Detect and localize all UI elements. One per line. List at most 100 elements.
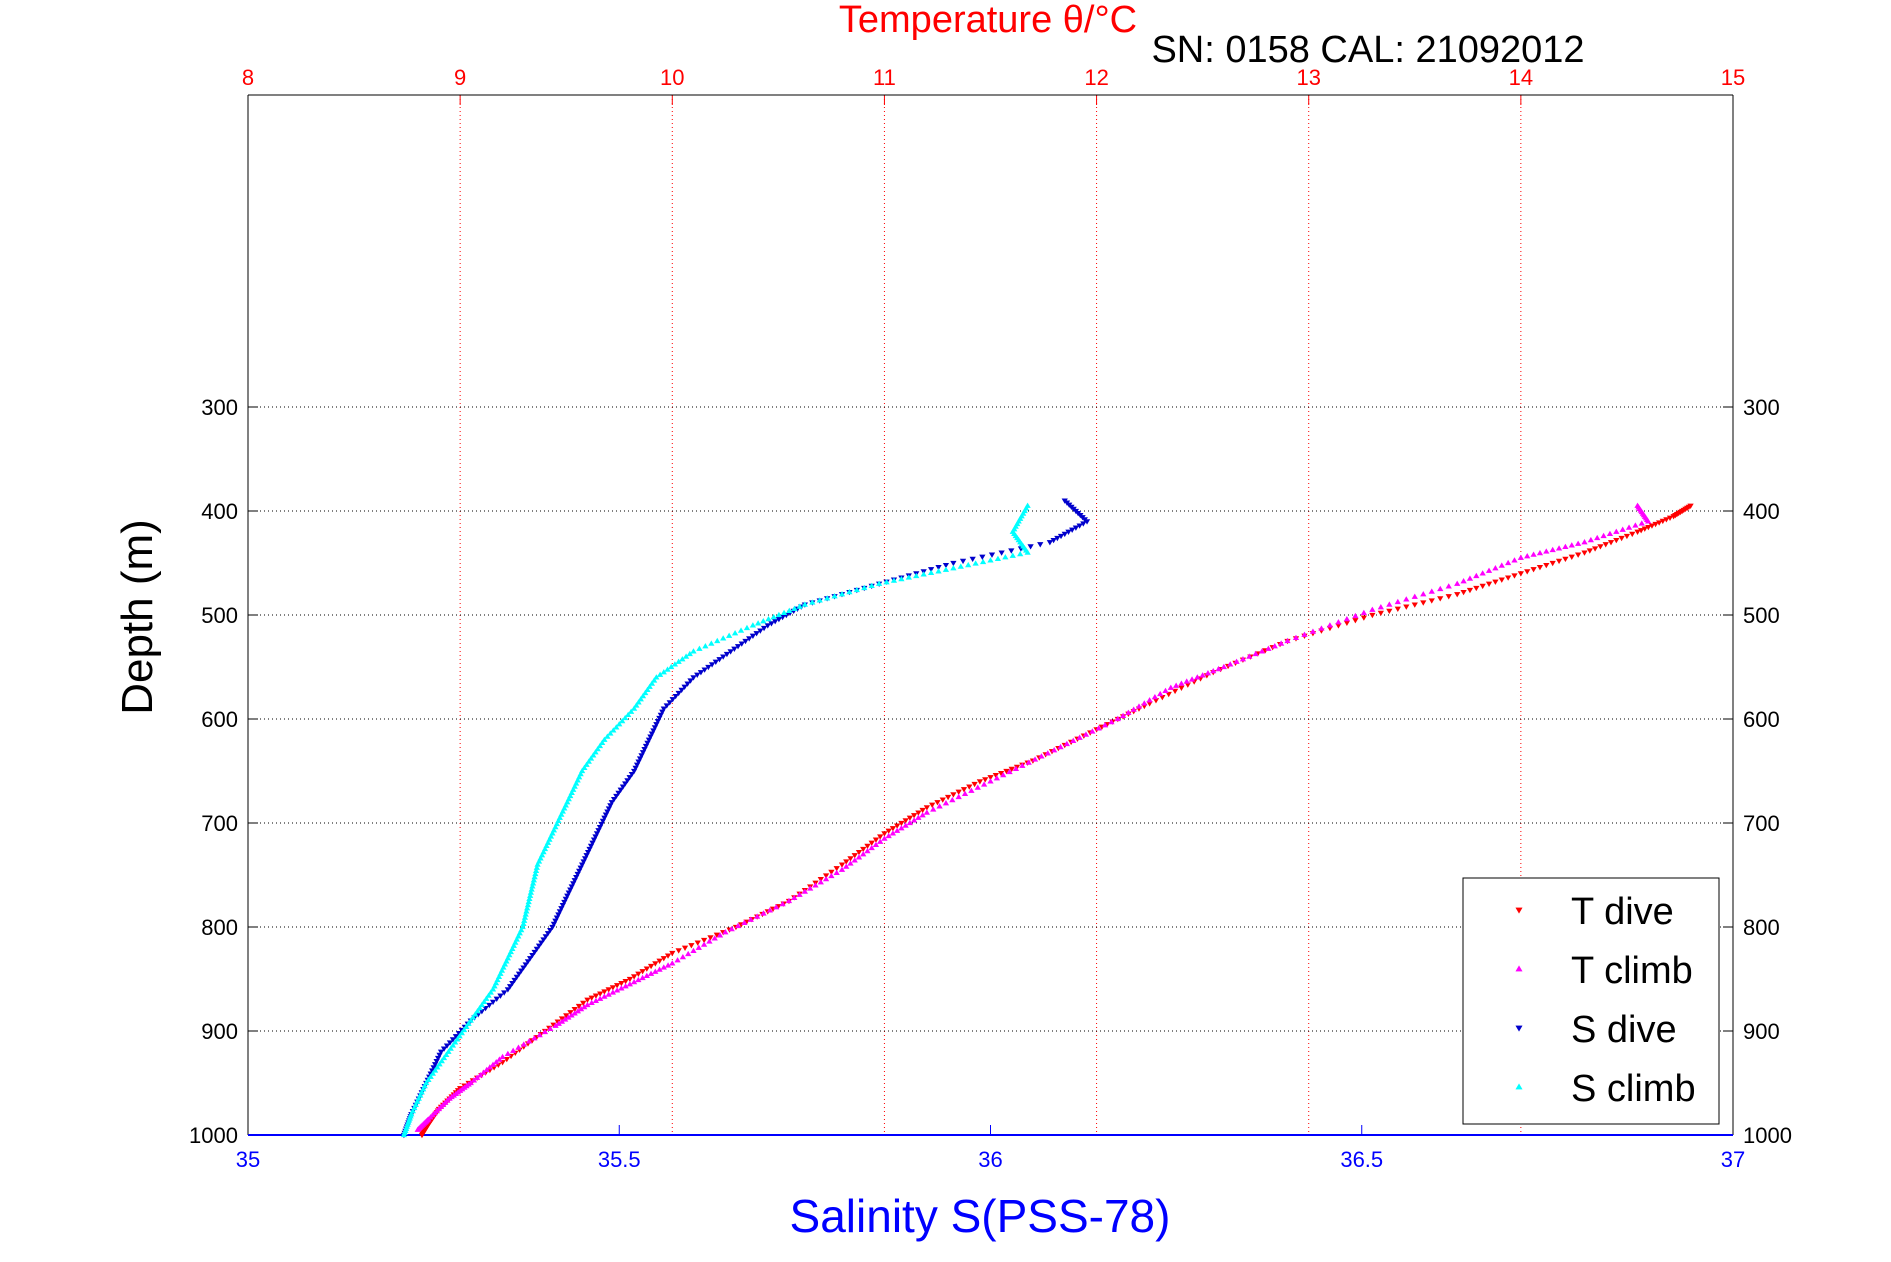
data-point (654, 718, 661, 725)
data-point (1141, 700, 1148, 706)
salinity-tick-label: 36 (978, 1147, 1002, 1172)
data-point (564, 893, 571, 899)
data-point (1239, 656, 1247, 662)
data-point (695, 944, 702, 950)
data-point (664, 953, 672, 959)
data-point (1492, 579, 1499, 585)
data-point (515, 1044, 522, 1050)
data-point (684, 681, 691, 687)
data-point (596, 742, 604, 749)
data-point (571, 1010, 578, 1016)
data-point (660, 964, 667, 970)
data-point (483, 995, 490, 1001)
data-point (550, 921, 558, 928)
data-point (1411, 602, 1418, 608)
data-point (1157, 690, 1164, 697)
data-point (1309, 628, 1317, 634)
data-point (919, 812, 926, 818)
data-point (438, 1057, 445, 1064)
data-point (993, 775, 1000, 781)
data-point (643, 966, 650, 972)
depth-tick-label-right: 500 (1743, 603, 1780, 628)
data-point (1619, 526, 1626, 532)
data-point (1485, 567, 1493, 573)
data-point (1284, 637, 1291, 644)
data-point (747, 916, 754, 922)
data-point (737, 627, 745, 633)
data-point (707, 935, 714, 941)
data-point (454, 1036, 461, 1042)
data-point (531, 949, 538, 956)
depth-tick-label-left: 300 (201, 395, 238, 420)
data-point (1386, 608, 1393, 615)
data-point (561, 899, 568, 906)
data-point (558, 1018, 566, 1024)
data-point (639, 692, 647, 699)
data-point (1076, 734, 1083, 740)
legend: T dive T climb S dive S climb (1462, 877, 1720, 1125)
data-point (987, 778, 994, 784)
data-point (635, 971, 642, 977)
data-point (753, 631, 760, 637)
data-point (720, 654, 727, 660)
depth-tick-label-left: 600 (201, 707, 238, 732)
data-point (1536, 549, 1544, 556)
data-point (571, 878, 578, 884)
data-point (679, 953, 687, 960)
data-point (902, 822, 909, 828)
data-point (433, 1059, 440, 1065)
data-point (764, 623, 771, 629)
data-point (1466, 575, 1474, 581)
data-point (675, 690, 682, 697)
data-point (950, 560, 957, 567)
grid-lines (248, 95, 1733, 1135)
data-point (489, 999, 497, 1006)
data-point (969, 556, 976, 563)
data-point (913, 572, 920, 579)
data-point (982, 777, 989, 783)
data-point (994, 555, 1002, 561)
data-point (1555, 545, 1563, 551)
data-point (785, 897, 793, 904)
salinity-tick-label: 36.5 (1340, 1147, 1383, 1172)
data-point (577, 865, 584, 871)
data-point (652, 968, 659, 974)
data-point (694, 672, 701, 678)
data-point (742, 638, 749, 645)
data-point (483, 1066, 490, 1073)
data-point (1543, 562, 1550, 569)
data-point (702, 643, 709, 649)
data-point (1220, 663, 1227, 670)
data-point (708, 640, 715, 646)
data-point (478, 1001, 486, 1008)
plot-frame (247, 94, 1734, 1136)
data-point (1335, 619, 1342, 625)
data-point (577, 1005, 585, 1012)
data-point (1167, 684, 1174, 690)
depth-tick-label-left: 800 (201, 915, 238, 940)
data-point (1597, 544, 1604, 550)
data-point (524, 959, 532, 965)
data-point (619, 784, 627, 790)
data-point (927, 567, 935, 573)
data-point (881, 831, 888, 837)
data-point (979, 558, 987, 565)
data-point (780, 609, 788, 616)
data-point (580, 859, 587, 865)
data-point (637, 696, 644, 702)
data-point (741, 919, 748, 925)
data-point (1188, 676, 1196, 682)
data-point (480, 998, 488, 1005)
data-point (573, 874, 580, 881)
data-point (796, 891, 803, 897)
data-point (486, 1064, 493, 1070)
data-point (499, 1053, 506, 1060)
temperature-tick-label: 8 (242, 65, 254, 90)
data-point (885, 828, 892, 834)
data-point (619, 717, 626, 724)
data-point (633, 762, 641, 768)
data-point (877, 834, 884, 840)
data-point (1178, 680, 1185, 686)
data-point (754, 620, 762, 626)
data-point (1473, 572, 1480, 579)
